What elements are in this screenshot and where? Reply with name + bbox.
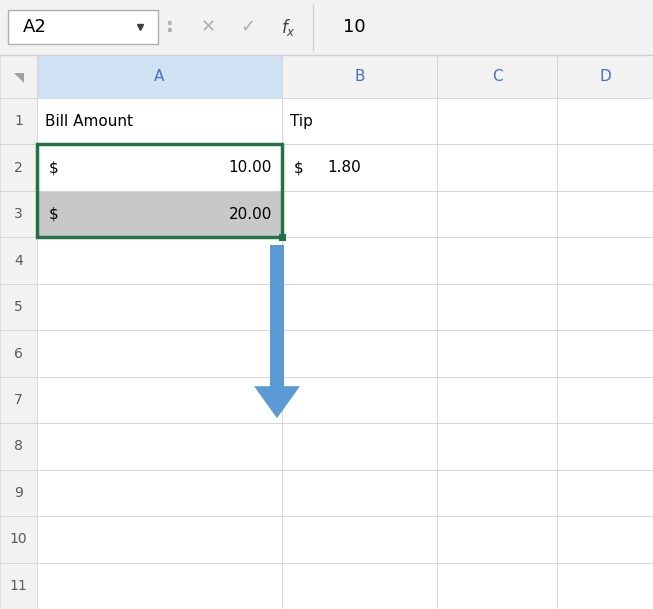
Bar — [0, 144, 37, 191]
Bar — [437, 563, 557, 609]
Text: ✕: ✕ — [200, 18, 215, 36]
Bar — [37, 191, 282, 238]
Bar — [282, 284, 437, 330]
Bar — [437, 423, 557, 470]
Bar — [282, 144, 437, 191]
Bar — [0, 563, 37, 609]
Bar — [557, 470, 653, 516]
Bar — [557, 98, 653, 144]
Bar — [0, 377, 37, 423]
Bar — [557, 423, 653, 470]
Text: 10: 10 — [10, 532, 27, 546]
Text: $: $ — [294, 160, 304, 175]
Bar — [37, 284, 282, 330]
Bar — [270, 245, 284, 391]
Bar — [557, 563, 653, 609]
Bar — [37, 423, 282, 470]
Bar — [557, 191, 653, 238]
Bar — [37, 144, 282, 238]
Bar — [0, 191, 37, 238]
Text: A: A — [154, 69, 165, 84]
Bar — [282, 98, 437, 144]
Bar — [437, 377, 557, 423]
Bar — [0, 98, 37, 144]
Bar — [557, 144, 653, 191]
Bar — [37, 238, 282, 284]
Bar — [0, 0, 653, 55]
Bar — [437, 516, 557, 563]
Text: $f_x$: $f_x$ — [281, 16, 295, 38]
Bar — [0, 470, 37, 516]
Bar — [282, 377, 437, 423]
Text: 1: 1 — [14, 114, 23, 128]
Bar — [37, 470, 282, 516]
Bar — [37, 330, 282, 377]
Bar — [557, 55, 653, 98]
Bar — [282, 238, 437, 284]
Bar — [437, 330, 557, 377]
Bar — [557, 238, 653, 284]
Text: 3: 3 — [14, 207, 23, 221]
Bar — [278, 234, 285, 241]
Text: A2: A2 — [23, 18, 47, 36]
Bar — [0, 330, 37, 377]
Text: C: C — [492, 69, 502, 84]
Bar — [437, 284, 557, 330]
Bar — [437, 55, 557, 98]
Bar — [437, 144, 557, 191]
Text: 7: 7 — [14, 393, 23, 407]
Polygon shape — [14, 72, 24, 82]
Text: Tip: Tip — [290, 114, 313, 128]
Bar — [282, 191, 437, 238]
Bar — [37, 563, 282, 609]
Bar — [557, 330, 653, 377]
Bar — [282, 55, 437, 98]
Bar — [557, 377, 653, 423]
Text: Bill Amount: Bill Amount — [45, 114, 133, 128]
Bar — [37, 144, 282, 191]
Bar — [437, 238, 557, 284]
Bar — [37, 377, 282, 423]
Polygon shape — [254, 386, 300, 418]
Bar — [0, 238, 37, 284]
Text: ✓: ✓ — [240, 18, 255, 36]
Bar — [37, 98, 282, 144]
Bar — [282, 563, 437, 609]
Bar — [282, 470, 437, 516]
Bar — [8, 10, 158, 44]
Text: 11: 11 — [10, 579, 27, 593]
Bar — [37, 516, 282, 563]
Text: $: $ — [49, 206, 59, 222]
Bar — [437, 470, 557, 516]
Bar — [0, 55, 37, 98]
Text: 5: 5 — [14, 300, 23, 314]
Bar — [557, 516, 653, 563]
Bar — [0, 284, 37, 330]
Text: 4: 4 — [14, 253, 23, 267]
Bar — [0, 423, 37, 470]
Text: 10.00: 10.00 — [229, 160, 272, 175]
Text: D: D — [599, 69, 611, 84]
Text: :: : — [166, 18, 174, 37]
Text: $: $ — [49, 160, 59, 175]
Bar — [282, 423, 437, 470]
Text: 6: 6 — [14, 347, 23, 361]
Bar — [437, 191, 557, 238]
Bar — [282, 516, 437, 563]
Text: 9: 9 — [14, 486, 23, 500]
Bar — [282, 330, 437, 377]
Bar — [557, 284, 653, 330]
Text: 20.00: 20.00 — [229, 206, 272, 222]
Bar — [437, 98, 557, 144]
Text: B: B — [354, 69, 365, 84]
Text: 1.80: 1.80 — [327, 160, 360, 175]
Text: 8: 8 — [14, 440, 23, 454]
Text: 2: 2 — [14, 161, 23, 175]
Bar — [37, 55, 282, 98]
Bar — [0, 516, 37, 563]
Text: 10: 10 — [343, 18, 366, 36]
